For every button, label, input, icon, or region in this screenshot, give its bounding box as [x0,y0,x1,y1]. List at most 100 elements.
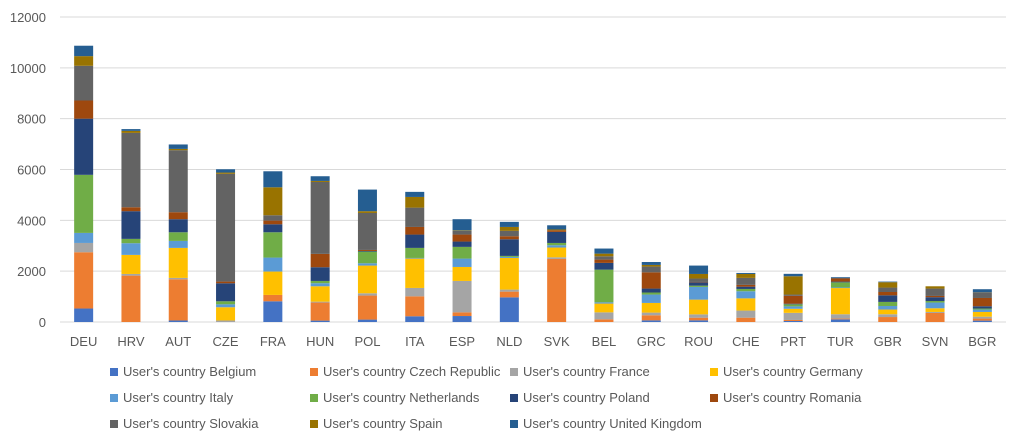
bar-stack-esp [452,219,472,322]
bar-segment-hrv-5 [121,238,141,244]
legend-item: User's country France [510,364,650,379]
bar-segment-hun-0 [310,320,330,322]
bar-segment-rou-5 [689,285,709,287]
bar-segment-che-2 [736,310,756,318]
bar-segment-gbr-3 [878,309,898,315]
x-tick-label: NLD [496,334,522,349]
bar-segment-gbr-7 [878,292,898,296]
bar-segment-fra-3 [263,271,283,295]
legend-swatch [510,393,518,402]
bar-segment-che-5 [736,288,756,292]
x-tick-label: TUR [827,334,854,349]
bar-segment-tur-4 [830,287,850,289]
bar-stack-rou [689,265,709,322]
bar-segment-grc-6 [641,288,661,293]
bar-segment-esp-2 [452,280,472,313]
bar-stack-gbr [878,281,898,322]
bar-segment-tur-8 [830,277,850,279]
bar-segment-pol-0 [357,319,377,322]
bar-segment-hrv-7 [121,207,141,212]
bar-segment-ita-3 [405,258,425,288]
bar-segment-bgr-7 [972,297,992,307]
legend-item: User's country Poland [510,390,650,405]
bar-segment-nld-5 [499,255,519,257]
bar-segment-esp-1 [452,312,472,317]
bar-segment-deu-7 [74,100,94,119]
bar-segment-rou-6 [689,282,709,286]
bar-segment-grc-0 [641,320,661,322]
legend-item: User's country Italy [110,390,233,405]
bar-segment-tur-5 [830,282,850,288]
bar-segment-grc-4 [641,294,661,303]
bar-segment-pol-8 [357,212,377,250]
x-tick-label: GRC [637,334,666,349]
y-axis-tick-labels: 0 2000 4000 6000 8000 10000 12000 [10,10,46,330]
legend-item: User's country Czech Republic [310,364,500,379]
bar-segment-svk-1 [547,258,567,322]
bar-segment-gbr-4 [878,305,898,310]
bar-segment-gbr-5 [878,301,898,306]
bar-segment-aut-5 [168,232,188,241]
bar-segment-cze-6 [216,283,236,302]
bar-segment-svn-3 [925,308,945,312]
bar-segment-cze-10 [216,169,236,173]
x-tick-label: GBR [874,334,902,349]
bar-segment-grc-8 [641,266,661,273]
bar-segment-rou-3 [689,299,709,315]
legend-label: User's country Netherlands [323,390,480,405]
bar-segment-esp-5 [452,246,472,259]
bar-segment-nld-4 [499,256,519,258]
bar-segment-svk-7 [547,230,567,232]
bar-segment-svn-4 [925,302,945,309]
y-tick-label: 8000 [17,112,46,127]
bar-segment-hrv-9 [121,130,141,133]
bar-segment-prt-3 [783,308,803,313]
bar-segment-fra-10 [263,171,283,188]
bar-segment-prt-7 [783,295,803,304]
legend-swatch [310,419,318,428]
bar-segment-rou-8 [689,278,709,282]
bar-segment-pol-1 [357,295,377,320]
bar-segment-bel-10 [594,248,614,254]
bar-stack-nld [499,221,519,322]
bar-segment-ita-8 [405,207,425,227]
bar-segment-hun-3 [310,286,330,302]
x-tick-label: BGR [968,334,996,349]
x-tick-label: ESP [449,334,475,349]
bar-segment-fra-8 [263,215,283,221]
bar-segment-prt-4 [783,306,803,309]
bar-segment-esp-9 [452,230,472,231]
bar-segment-bel-8 [594,256,614,260]
bar-segment-nld-7 [499,236,519,240]
bar-segment-fra-9 [263,187,283,216]
bar-segment-fra-7 [263,220,283,225]
bar-segment-aut-7 [168,212,188,220]
bar-segment-ita-10 [405,191,425,197]
bar-segment-rou-10 [689,265,709,274]
bar-segment-aut-1 [168,279,188,321]
bar-segment-svk-5 [547,242,567,246]
bar-segment-prt-10 [783,273,803,277]
gridlines [60,16,1006,323]
bar-segment-aut-9 [168,148,188,151]
bar-segment-esp-8 [452,230,472,235]
bar-segment-aut-0 [168,320,188,322]
bar-segment-che-1 [736,317,756,322]
bar-segment-esp-0 [452,316,472,322]
bar-segment-bgr-0 [972,320,992,322]
bar-segment-prt-5 [783,304,803,307]
bar-segment-ita-4 [405,257,425,259]
bar-stack-svn [925,286,945,322]
legend-swatch [710,393,718,402]
legend-swatch [310,393,318,402]
y-tick-label: 10000 [10,61,46,76]
bar-stack-pol [357,189,377,322]
bar-segment-prt-2 [783,312,803,320]
bar-segment-fra-4 [263,257,283,272]
bar-segment-ita-6 [405,234,425,248]
bar-segment-prt-1 [783,319,803,321]
bar-stack-tur [830,277,850,322]
bar-segment-hrv-2 [121,273,141,276]
bar-stack-bel [594,248,614,322]
bar-segment-bgr-1 [972,318,992,321]
